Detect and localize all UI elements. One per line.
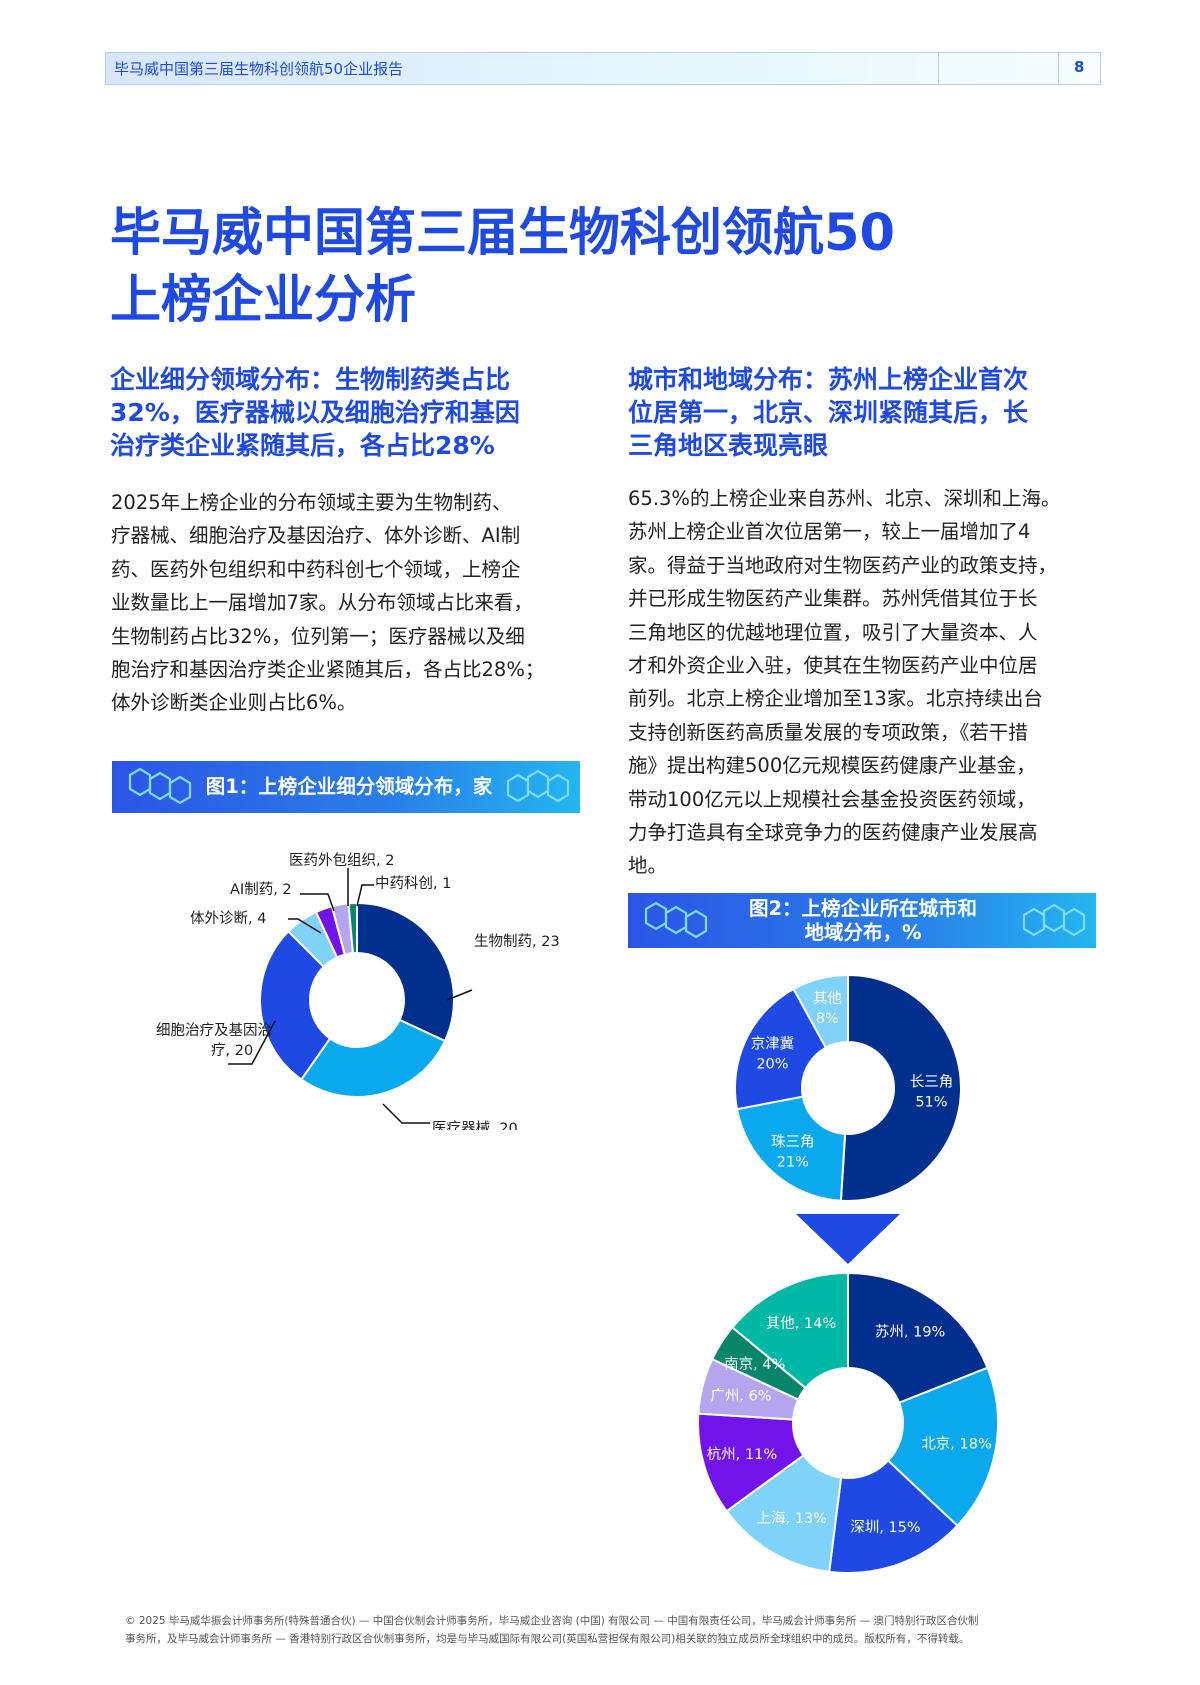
text-line: 力争打造具有全球竞争力的医药健康产业发展高 bbox=[628, 821, 1038, 845]
text-line: 支持创新医药高质量发展的专项政策，《若干措 bbox=[628, 720, 1028, 744]
hexagon-pattern-icon bbox=[128, 767, 192, 805]
text-line: 地。 bbox=[628, 854, 668, 878]
section-title-line: 治疗类企业紧随其后，各占比28% bbox=[110, 431, 495, 460]
donut-slice bbox=[731, 1271, 849, 1390]
page-title: 毕马威中国第三届生物科创领航50 上榜企业分析 bbox=[110, 200, 1010, 334]
figure-1-title: 图1：上榜企业细分领域分布，家 bbox=[205, 775, 493, 798]
section-title-line: 城市和地域分布：苏州上榜企业首次 bbox=[628, 365, 1029, 394]
text-line: 才和外资企业入驻，使其在生物医药产业中位居 bbox=[628, 654, 1038, 678]
chart-sector-donut: 生物制药, 23 医疗器械, 20 细胞治疗及基因治疗, 20 体外诊断, 4 AI制药… bbox=[156, 852, 560, 1130]
text-line: 生物制药占比32%，位列第一；医疗器械以及细 bbox=[111, 624, 525, 648]
slice-label: 苏州, 19% bbox=[875, 1324, 945, 1341]
paragraph-sector: 2025年上榜企业的分布领域主要为生物制药、 疗器械、细胞治疗及基因治疗、体外诊… bbox=[111, 486, 591, 720]
slice-label: 医药外包组织, 2 bbox=[289, 852, 394, 869]
slice-label: 生物制药, 23 bbox=[474, 933, 560, 950]
page-number: 8 bbox=[1074, 58, 1085, 76]
text-line: 家。得益于当地政府对生物医药产业的政策支持， bbox=[628, 553, 1058, 577]
leader-line bbox=[300, 893, 335, 912]
slice-label: 深圳, 15% bbox=[850, 1519, 920, 1536]
section-title-line: 32%，医疗器械以及细胞治疗和基因 bbox=[110, 398, 520, 427]
slice-label: 珠三角 bbox=[771, 1134, 815, 1151]
page-title-line: 上榜企业分析 bbox=[110, 271, 417, 330]
slice-label: 医疗器械, 20 bbox=[432, 1120, 518, 1130]
leader-line bbox=[446, 989, 473, 1001]
slice-percent-label: 20% bbox=[756, 1056, 788, 1072]
text-line: 施》提出构建500亿元规模医药健康产业基金， bbox=[628, 754, 1036, 778]
text-line: 体外诊断类企业则占比6%。 bbox=[111, 691, 357, 715]
slice-label: 疗, 20 bbox=[211, 1042, 253, 1059]
hexagon-pattern-icon bbox=[1022, 903, 1086, 937]
text-line: 苏州上榜企业首次位居第一，较上一届增加了4 bbox=[628, 520, 1031, 544]
slice-label: 体外诊断, 4 bbox=[190, 910, 266, 927]
text-line: 胞治疗和基因治疗类企业紧随其后，各占比28%； bbox=[111, 658, 545, 682]
text-line: 业数量比上一届增加7家。从分布领域占比来看， bbox=[111, 591, 533, 615]
text-line: 65.3%的上榜企业来自苏州、北京、深圳和上海。 bbox=[628, 487, 1061, 510]
donut-slice bbox=[347, 901, 358, 955]
donut-slice bbox=[792, 973, 849, 1050]
text-line: 并已形成生物医药产业集群。苏州凭借其位于长 bbox=[628, 587, 1038, 611]
section-title-line: 位居第一，北京、深圳紧随其后，长 bbox=[628, 398, 1029, 427]
hexagon-pattern-icon bbox=[644, 901, 708, 939]
slice-label: 北京, 18% bbox=[921, 1436, 991, 1453]
figure-2-banner: 图2：上榜企业所在城市和 地域分布，% bbox=[628, 893, 1096, 948]
slice-label: 其他, 14% bbox=[766, 1315, 836, 1332]
slice-label: AI制药, 2 bbox=[230, 881, 292, 898]
leader-line bbox=[288, 918, 322, 934]
text-line: 前列。北京上榜企业增加至13家。北京持续出台 bbox=[628, 687, 1043, 711]
section-title-line: 企业细分领域分布：生物制药类占比 bbox=[110, 365, 511, 394]
donut-slice bbox=[735, 1095, 847, 1202]
text-line: 带动100亿元以上规模社会基金投资医药领域， bbox=[628, 787, 1036, 811]
figure-2-title: 图2：上榜企业所在城市和 地域分布，% bbox=[708, 897, 1018, 945]
slice-label: 京津冀 bbox=[751, 1035, 795, 1052]
copyright-footer: © 2025 毕马威华振会计师事务所(特殊普通合伙) — 中国合伙制会计师事务所… bbox=[125, 1612, 1085, 1648]
section-title-line: 三角地区表现亮眼 bbox=[628, 431, 829, 460]
leader-line bbox=[356, 884, 374, 907]
header-divider bbox=[938, 53, 939, 84]
slice-label: 细胞治疗及基因治 bbox=[156, 1022, 272, 1039]
header-title: 毕马威中国第三届生物科创领航50企业报告 bbox=[114, 60, 404, 78]
header-divider bbox=[1058, 53, 1059, 84]
page-title-line: 毕马威中国第三届生物科创领航50 bbox=[110, 204, 895, 263]
slice-label: 杭州, 11% bbox=[707, 1446, 777, 1463]
donut-slice bbox=[725, 1453, 843, 1573]
section-title-sector: 企业细分领域分布：生物制药类占比 32%，医疗器械以及细胞治疗和基因 治疗类企业… bbox=[110, 363, 610, 462]
donut-slice bbox=[356, 901, 455, 1043]
figure-2-title-line: 图2：上榜企业所在城市和 bbox=[748, 897, 978, 920]
leader-line bbox=[228, 1020, 276, 1065]
slice-percent-label: 21% bbox=[777, 1155, 809, 1171]
slice-percent-label: 51% bbox=[915, 1095, 947, 1111]
donut-slice bbox=[828, 1459, 959, 1574]
slice-label: 广州, 6% bbox=[710, 1388, 771, 1405]
text-line: 药、医药外包组织和中药科创七个领域，上榜企 bbox=[111, 557, 521, 581]
text-line: 2025年上榜企业的分布领域主要为生物制药、 bbox=[111, 491, 512, 514]
slice-percent-label: 8% bbox=[816, 1011, 839, 1027]
slice-label: 长三角 bbox=[910, 1074, 954, 1091]
slice-label: 中药科创, 1 bbox=[375, 875, 451, 892]
paragraph-region: 65.3%的上榜企业来自苏州、北京、深圳和上海。 苏州上榜企业首次位居第一，较上… bbox=[628, 482, 1108, 883]
arrow-down-icon bbox=[796, 1214, 900, 1264]
figure-2-title-line: 地域分布，% bbox=[804, 921, 922, 944]
donut-slice bbox=[259, 929, 332, 1081]
slice-label: 其他 bbox=[813, 990, 842, 1007]
donut-slice bbox=[839, 973, 962, 1202]
donut-slice bbox=[299, 1018, 447, 1098]
footer-line: © 2025 毕马威华振会计师事务所(特殊普通合伙) — 中国合伙制会计师事务所… bbox=[125, 1615, 979, 1627]
chart-region-donut: 长三角 51% 珠三角 21% 京津冀 20% 其他 8% bbox=[734, 973, 962, 1202]
text-line: 疗器械、细胞治疗及基因治疗、体外诊断、AI制 bbox=[111, 524, 521, 548]
donut-slice bbox=[847, 1271, 989, 1405]
chart-city-donut: 苏州, 19% 北京, 18% 深圳, 15% 上海, 13% 杭州, 11% 广州, 6… bbox=[697, 1271, 999, 1574]
page-header: 毕马威中国第三届生物科创领航50企业报告 8 bbox=[105, 52, 1101, 85]
leader-line bbox=[382, 1103, 430, 1124]
text-line: 三角地区的优越地理位置，吸引了大量资本、人 bbox=[628, 620, 1038, 644]
figure-1-banner: 图1：上榜企业细分领域分布，家 bbox=[112, 761, 580, 813]
slice-label: 上海, 13% bbox=[757, 1510, 827, 1527]
section-title-region: 城市和地域分布：苏州上榜企业首次 位居第一，北京、深圳紧随其后，长 三角地区表现… bbox=[628, 363, 1098, 462]
donut-slice bbox=[734, 987, 828, 1111]
hexagon-pattern-icon bbox=[506, 769, 570, 803]
slice-label: 南京, 4% bbox=[724, 1356, 785, 1373]
footer-line: 事务所，及毕马威会计师事务所 — 香港特别行政区合伙制事务所，均是与毕马威国际有… bbox=[125, 1633, 970, 1645]
